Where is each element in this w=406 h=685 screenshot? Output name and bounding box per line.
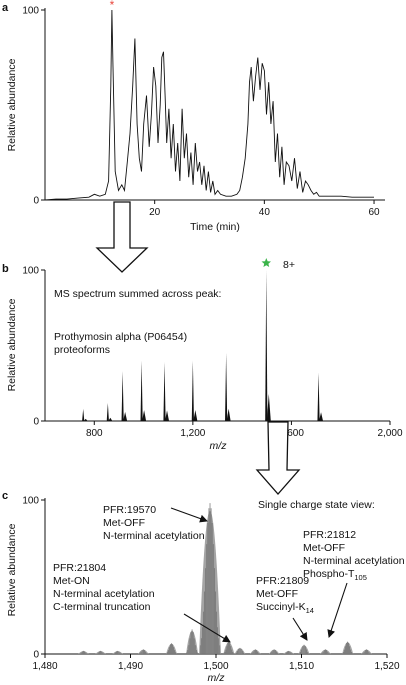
c-xtick-label: 1,480: [32, 661, 57, 672]
ms-peak-isotope: [193, 410, 198, 421]
pfr21804-id: PFR:21804: [53, 562, 106, 574]
pfr21812-mod1: N-terminal acetylation: [303, 555, 405, 567]
y-axis-label-c: Relative abundance: [6, 523, 18, 616]
panel-c-single-charge-state: c Relative abundance 0 100 1,480 1,490 1,50…: [2, 490, 405, 684]
pfr19570-id: PFR:19570: [103, 504, 156, 516]
charge-state-label: 8+: [283, 259, 295, 271]
x-axis-label-a: Time (min): [190, 221, 240, 233]
pfr21804-met: Met-ON: [53, 575, 90, 587]
pfr21812-arrow: [327, 582, 348, 638]
c-xtick-label: 1,490: [118, 661, 143, 672]
panel-letter-b: b: [2, 263, 9, 275]
panel-b-ms-spectrum: b Relative abundance 0 100 800 1,200 1,600 2…: [2, 258, 403, 452]
ms-peak-isotope: [108, 417, 113, 421]
pfr21804-mod2: C-terminal truncation: [53, 601, 151, 613]
pfr19570-arrow: [170, 507, 208, 523]
ms-peak: [191, 360, 194, 421]
ms-peak-isotope: [142, 410, 147, 421]
ms-peak: [265, 270, 268, 421]
b-xtick-label: 2,000: [377, 428, 402, 439]
a-ytick-label: 100: [22, 6, 39, 17]
pfr21809-arrow: [292, 617, 308, 641]
green-star-icon: [261, 258, 271, 267]
protein-name-line1: Prothymosin alpha (P06454): [54, 331, 187, 343]
pfr21804-arrow: [183, 613, 231, 643]
ms-peak: [163, 362, 166, 421]
ms-peak: [121, 371, 124, 421]
b-xtick-label: 1,200: [180, 428, 205, 439]
c-xtick-label: 1,520: [374, 661, 399, 672]
pfr21809-mod: Succinyl-K14: [256, 601, 314, 615]
charge-state-marker: [261, 258, 271, 267]
arrow-b-to-c: [255, 421, 301, 495]
single-charge-header: Single charge state view:: [258, 499, 375, 511]
pfr19570-mod: N-terminal acetylation: [103, 530, 205, 542]
y-axis-label-b: Relative abundance: [6, 298, 18, 391]
ms-peak-isotope: [165, 410, 170, 421]
chromatogram-trace: [44, 9, 374, 201]
ms-peak: [82, 408, 85, 421]
ms-peak-isotope: [123, 412, 128, 421]
a-xtick-label: 20: [149, 207, 161, 218]
ms-peak: [317, 372, 320, 421]
panel-letter-a: a: [2, 2, 9, 14]
a-ytick-label: 0: [33, 196, 39, 207]
pfr21804-mod1: N-terminal acetylation: [53, 588, 155, 600]
panel-a-chromatogram: a Relative abundance 0 100 20 40 60 * Time …: [2, 0, 385, 233]
ms-spectrum-header: MS spectrum summed across peak:: [54, 288, 221, 300]
c-ytick-label: 100: [22, 496, 39, 507]
ms-peak-isotope: [266, 393, 271, 421]
a-xtick-label: 60: [368, 207, 380, 218]
b-xtick-label: 1,600: [279, 428, 304, 439]
b-ytick-label: 0: [33, 417, 39, 428]
ms-peak-isotope: [83, 418, 88, 421]
arrow-a-to-b: [95, 201, 149, 273]
c-xtick-label: 1,510: [289, 661, 314, 672]
ms-peak-isotope: [319, 412, 324, 421]
ms-peak: [140, 360, 143, 421]
protein-name-line2: proteoforms: [54, 344, 110, 356]
pfr21812-met: Met-OFF: [303, 542, 345, 554]
target-peak-marker: *: [110, 0, 115, 12]
pfr21809-id: PFR:21809: [256, 575, 309, 587]
a-xtick-label: 40: [259, 207, 271, 218]
ms-peak: [106, 402, 109, 421]
pfr19570-met: Met-OFF: [103, 517, 145, 529]
ms-peak-isotope: [226, 408, 231, 421]
b-xtick-label: 800: [86, 428, 103, 439]
pfr21812-mod2: Phospho-T105: [303, 568, 367, 582]
pfr21809-met: Met-OFF: [256, 588, 298, 600]
c-ytick-label: 0: [33, 650, 39, 661]
x-axis-label-c: m/z: [208, 672, 226, 684]
y-axis-label-a: Relative abundance: [6, 58, 18, 151]
pfr21812-id: PFR:21812: [303, 529, 356, 541]
b-ytick-label: 100: [22, 266, 39, 277]
ms-peak: [225, 353, 228, 421]
panel-letter-c: c: [2, 490, 8, 502]
x-axis-label-b: m/z: [210, 440, 228, 452]
c-xtick-label: 1,500: [203, 661, 228, 672]
